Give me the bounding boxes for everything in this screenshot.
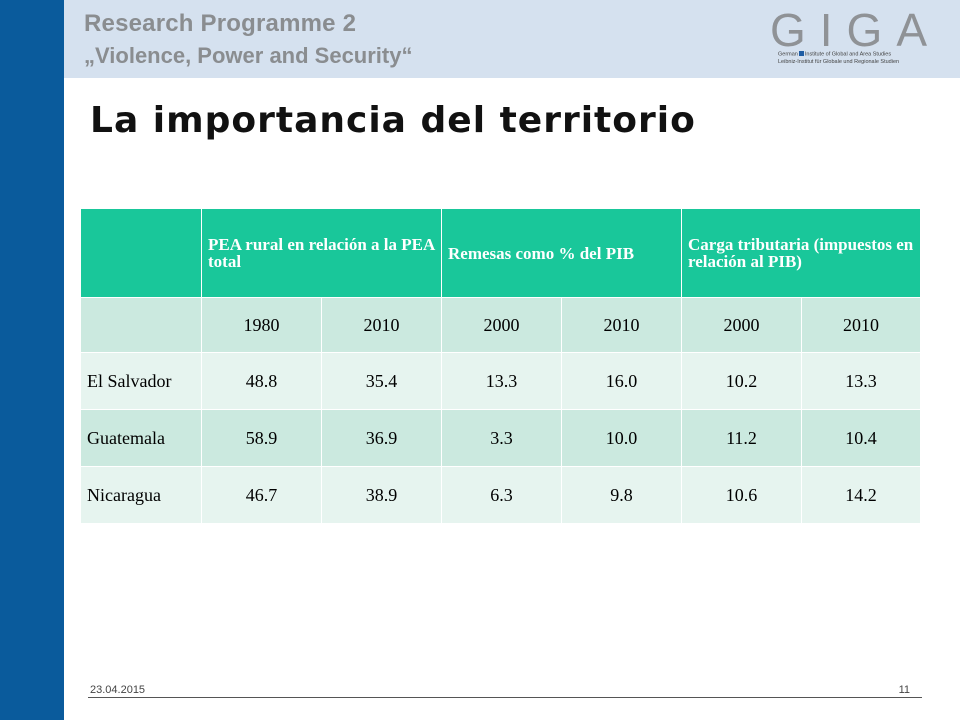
header-cell-carga: Carga tributaria (impuestos en relación … [681,208,921,298]
value-cell: 3.3 [441,409,562,467]
header-cell-empty [80,208,202,298]
value-cell: 46.7 [201,466,322,524]
header-pea-label: PEA rural en relación a la PEA total [208,235,435,271]
country-cell: El Salvador [80,352,202,410]
value-cell: 9.8 [561,466,682,524]
value-cell: 38.9 [321,466,442,524]
year-cell [80,297,202,353]
program-title: Research Programme 2 [84,10,357,37]
value-cell: 36.9 [321,409,442,467]
value-cell: 48.8 [201,352,322,410]
header-cell-remesas: Remesas como % del PIB [441,208,682,298]
value-cell: 16.0 [561,352,682,410]
year-cell: 2010 [321,297,442,353]
value-cell: 35.4 [321,352,442,410]
country-cell: Nicaragua [80,466,202,524]
value-cell: 10.2 [681,352,802,410]
logo-letters: GIGA [770,4,942,56]
value-cell: 14.2 [801,466,921,524]
left-accent-bar [0,0,64,720]
page-number: 11 [898,684,910,696]
header-cell-pea: PEA rural en relación a la PEA total [201,208,442,298]
table-row: Nicaragua 46.7 38.9 6.3 9.8 10.6 14.2 [80,466,921,524]
value-cell: 13.3 [441,352,562,410]
header-remesas-label: Remesas como % del PIB [448,243,635,263]
value-cell: 58.9 [201,409,322,467]
data-table: PEA rural en relación a la PEA total Rem… [80,208,921,524]
giga-logo: GIGA German Institute of Global and Area … [770,4,950,70]
footer-rule [88,697,922,698]
year-cell: 2010 [561,297,682,353]
value-cell: 10.0 [561,409,682,467]
value-cell: 11.2 [681,409,802,467]
year-cell: 2000 [681,297,802,353]
value-cell: 10.4 [801,409,921,467]
table-years-row: 1980 2010 2000 2010 2000 2010 [80,297,921,353]
table-header-row: PEA rural en relación a la PEA total Rem… [80,208,921,298]
header-carga-label: Carga tributaria (impuestos en relación … [688,235,914,271]
logo-line-1-b: Institute of Global and Area Studies [804,51,892,58]
table-row: El Salvador 48.8 35.4 13.3 16.0 10.2 13.… [80,352,921,410]
year-cell: 1980 [201,297,322,353]
slide-title: La importancia del territorio [90,100,696,141]
table-row: Guatemala 58.9 36.9 3.3 10.0 11.2 10.4 [80,409,921,467]
logo-line-1: German Institute of Global and Area Studi… [778,51,891,58]
footer-date: 23.04.2015 [90,684,146,696]
year-cell: 2010 [801,297,921,353]
value-cell: 13.3 [801,352,921,410]
value-cell: 6.3 [441,466,562,524]
program-subtitle: „Violence, Power and Security“ [84,43,413,68]
logo-square-icon [798,51,804,56]
logo-line-1-a: German [778,51,798,58]
value-cell: 10.6 [681,466,802,524]
year-cell: 2000 [441,297,562,353]
country-cell: Guatemala [80,409,202,467]
logo-line-2: Leibniz-Institut für Globale und Regiona… [778,59,900,65]
header-band [64,0,960,78]
